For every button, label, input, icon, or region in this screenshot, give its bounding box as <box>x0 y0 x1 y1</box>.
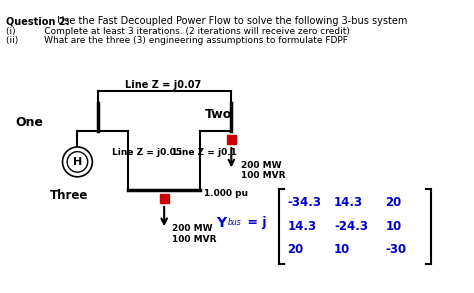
Text: $\mathbf{Y}$: $\mathbf{Y}$ <box>217 216 229 230</box>
Bar <box>227 135 236 144</box>
Text: -24.3: -24.3 <box>334 220 368 233</box>
Text: bus: bus <box>228 218 241 227</box>
Circle shape <box>67 152 88 172</box>
Text: 200 MW: 200 MW <box>172 224 212 234</box>
Text: 20: 20 <box>385 196 401 209</box>
Text: 100 MVR: 100 MVR <box>241 171 285 180</box>
Text: Line Z = j0.05: Line Z = j0.05 <box>112 148 182 157</box>
Text: Use the Fast Decoupled Power Flow to solve the following 3-bus system: Use the Fast Decoupled Power Flow to sol… <box>54 16 408 26</box>
Text: -34.3: -34.3 <box>287 196 321 209</box>
Text: Two: Two <box>205 108 232 121</box>
Text: 10: 10 <box>385 220 401 233</box>
Text: 100 MVR: 100 MVR <box>172 235 216 244</box>
Text: 14.3: 14.3 <box>334 196 363 209</box>
Text: One: One <box>15 116 43 129</box>
Text: (i)          Complete at least 3 iterations. (2 iterations will receive zero cre: (i) Complete at least 3 iterations. (2 i… <box>6 27 349 36</box>
Text: 1.000 pu: 1.000 pu <box>204 189 248 198</box>
Text: 14.3: 14.3 <box>287 220 317 233</box>
Text: Line Z = j0.07: Line Z = j0.07 <box>125 80 201 90</box>
Text: 20: 20 <box>287 243 303 256</box>
Text: = j: = j <box>243 216 266 229</box>
Text: 10: 10 <box>334 243 350 256</box>
Text: Question 2:: Question 2: <box>6 16 69 26</box>
Text: 200 MW: 200 MW <box>241 161 281 170</box>
Text: Line Z = j0.1: Line Z = j0.1 <box>173 148 237 157</box>
Bar <box>160 194 169 203</box>
Text: -30: -30 <box>385 243 406 256</box>
Circle shape <box>63 147 92 177</box>
Text: Three: Three <box>50 189 89 202</box>
Text: H: H <box>73 157 82 167</box>
Text: (ii)         What are the three (3) engineering assumptions to formulate FDPF: (ii) What are the three (3) engineering … <box>6 36 347 45</box>
